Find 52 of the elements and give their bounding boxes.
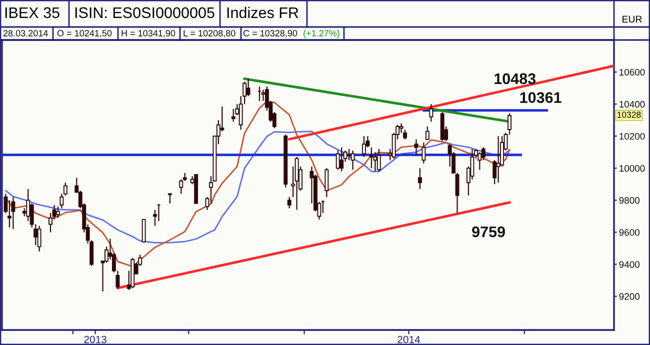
candlestick — [496, 136, 500, 184]
candlestick — [425, 126, 430, 140]
annotation: 10483 — [494, 73, 536, 84]
candlestick — [324, 168, 329, 198]
text: L = 10208,80 — [184, 30, 236, 38]
text: Indizes FR — [227, 6, 298, 18]
chart-subtitle: ISIN: ES0SI0000005 — [75, 7, 214, 18]
y-tick-label: 10600 — [620, 68, 645, 76]
candlestick — [246, 78, 250, 97]
annotation: 10361 — [520, 92, 562, 103]
candlestick — [376, 148, 381, 172]
text: H = 10341,90 — [122, 30, 176, 38]
candlestick — [231, 108, 236, 122]
y-tick-label: 10200 — [620, 132, 645, 140]
y-tick-label: 9800 — [619, 197, 640, 204]
candlestick — [369, 146, 374, 169]
text: 10328 — [617, 112, 641, 118]
line-series — [5, 130, 510, 244]
text: (+1.27%) — [304, 30, 340, 38]
candlestick — [294, 156, 299, 210]
candlestick — [168, 192, 172, 204]
y-tick-label: 10400 — [620, 100, 645, 108]
candlestick — [336, 150, 340, 170]
candlestick — [422, 142, 426, 164]
candlestick — [34, 224, 38, 246]
y-axis-title: EUR — [622, 16, 642, 23]
chart-title: IBEX 35 — [5, 7, 60, 18]
y-tick-label: 9400 — [619, 261, 640, 268]
candlestick — [362, 136, 366, 158]
x-tick-label: 2013 — [84, 336, 106, 344]
text: O = 10241,50 — [57, 30, 112, 38]
candlestick — [478, 152, 482, 170]
candlestick — [373, 152, 378, 172]
candlestick — [11, 196, 16, 230]
annotation: 9759 — [472, 226, 505, 238]
candlestick — [418, 168, 422, 190]
candlestick — [37, 225, 42, 252]
x-tick-label: 2014 — [398, 336, 420, 344]
candlestick — [142, 218, 146, 242]
candlestick — [347, 148, 352, 161]
text: 28.03.2014 — [3, 30, 48, 36]
candlestick — [340, 146, 344, 172]
y-tick-label: 9200 — [619, 293, 640, 300]
candlestick — [350, 150, 355, 170]
candlestick — [414, 138, 418, 156]
candlestick — [429, 104, 434, 122]
y-tick-label: 9600 — [619, 229, 640, 236]
y-tick-label: 10000 — [620, 165, 645, 172]
text: C = 10328,90 — [243, 30, 298, 38]
candlestick — [7, 200, 12, 228]
candlestick — [287, 196, 292, 209]
candlestick — [56, 206, 60, 218]
